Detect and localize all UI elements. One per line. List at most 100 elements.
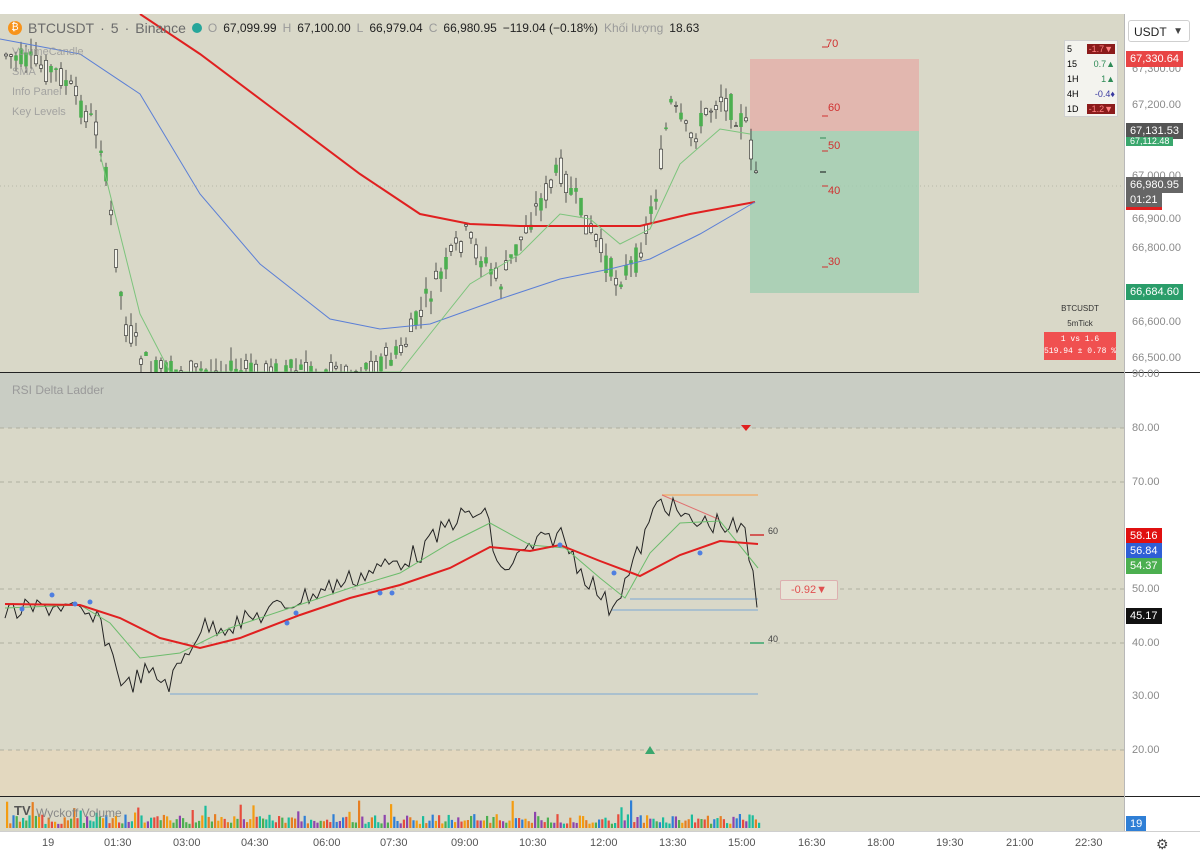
volume-bar [489,823,491,828]
candle-body [155,360,158,371]
indicator-info-panel[interactable]: Info Panel [12,86,84,98]
volume-bar [713,819,715,828]
volume-bar [732,817,734,828]
stop-zone [750,131,919,293]
volume-indicator-title[interactable]: Wyckoff Volume [36,806,122,820]
candle-body [425,289,428,293]
volume-bar [249,819,251,828]
mtf-row: 5-1.7▼ [1065,41,1117,56]
legend-symbol[interactable]: BTCUSDT [28,20,94,36]
candle-body [555,165,558,173]
time-tick: 21:00 [1006,837,1034,849]
rsi-indicator-title[interactable]: RSI Delta Ladder [12,383,104,397]
volume-bar [396,821,398,828]
volume-bar [451,820,453,828]
volume-bar [220,817,222,828]
top-edge [0,0,1200,14]
indicator-list: VolumeCandle SMA Info Panel Key Levels [12,46,84,118]
volume-bar [697,819,699,828]
volume-bar [576,823,578,828]
volume-bar [336,822,338,828]
candle-body [635,248,638,273]
price-chart-canvas[interactable]: 70 60 50 40 30 [0,14,1124,372]
candle-body [570,188,573,194]
candle-body [730,94,733,119]
time-tick: 10:30 [519,837,547,849]
volume-bar [313,821,315,828]
volume-bar [166,816,168,828]
candle-body [740,113,743,126]
volume-bar [118,822,120,828]
volume-bar [614,823,616,828]
candle-body [460,242,463,253]
volume-bar [137,808,139,828]
price-chart-pane[interactable]: 70 60 50 40 30 [0,14,1124,372]
candle-body [390,360,393,365]
volume-bar [316,823,318,828]
level-50: 50 [828,140,840,152]
chevron-down-icon: ▼ [1173,21,1183,43]
volume-bar [198,821,200,828]
candle-body [120,292,123,296]
volume-bar [470,816,472,828]
candle-body [160,361,163,369]
volume-bar [422,816,424,828]
candle-body [285,366,288,372]
volume-bar [476,820,478,828]
candle-body [245,360,248,368]
candle-body [500,287,503,289]
indicator-sma[interactable]: SMA [12,66,84,78]
candle-body [290,360,293,368]
volume-canvas[interactable] [0,797,1124,831]
volume-bar [531,823,533,828]
volume-bar [672,816,674,828]
time-tick: 12:00 [590,837,618,849]
candle-body [265,364,268,372]
candle-body [480,261,483,267]
volume-bar [307,823,309,828]
change-value: −119.04 (−0.18%) [503,21,598,35]
volume-bar [678,820,680,828]
indicator-volumecandle[interactable]: VolumeCandle [12,46,84,58]
candle-body [700,113,703,126]
time-axis[interactable]: 19 01:30 03:00 04:30 06:00 07:30 09:00 1… [0,831,1200,856]
volume-bar [352,822,354,828]
volume-bar [323,821,325,828]
rsi-canvas[interactable]: 60 40 [0,373,1124,797]
divergence-dot [73,602,78,607]
gear-icon[interactable]: ⚙ [1156,836,1169,853]
rsi-pane[interactable]: 60 40 [0,373,1124,797]
volume-bar [246,822,248,828]
candle-body [540,198,543,210]
volume-bar [377,822,379,828]
legend-interval[interactable]: 5 [111,20,119,36]
volume-bar [736,818,738,828]
volume-bar [393,817,395,828]
rsi-tag-green: 54.37 [1126,558,1162,574]
candle-body [510,255,513,258]
volume-bar [617,814,619,828]
candle-body [615,278,618,285]
volume-bar [291,817,293,828]
volume-bar [236,819,238,828]
ma-blue-line [0,39,755,329]
volume-bar [185,822,187,828]
low-label: L [357,21,364,35]
volume-bar [432,815,434,828]
indicator-key-levels[interactable]: Key Levels [12,106,84,118]
currency-button[interactable]: USDT▼ [1128,20,1190,42]
oversold-zone [0,750,1124,797]
divergence-dots [20,543,703,626]
rsi-tag-red: 58.16 [1126,528,1162,544]
volume-bar [611,824,613,828]
high-value: 67,100.00 [297,21,350,35]
candle-body [365,363,368,369]
time-tick: 06:00 [313,837,341,849]
volume-bar [32,802,34,828]
volume-bar [371,817,373,828]
volume-pane[interactable] [0,797,1124,831]
volume-bar [256,817,258,828]
volume-bar [278,816,280,828]
